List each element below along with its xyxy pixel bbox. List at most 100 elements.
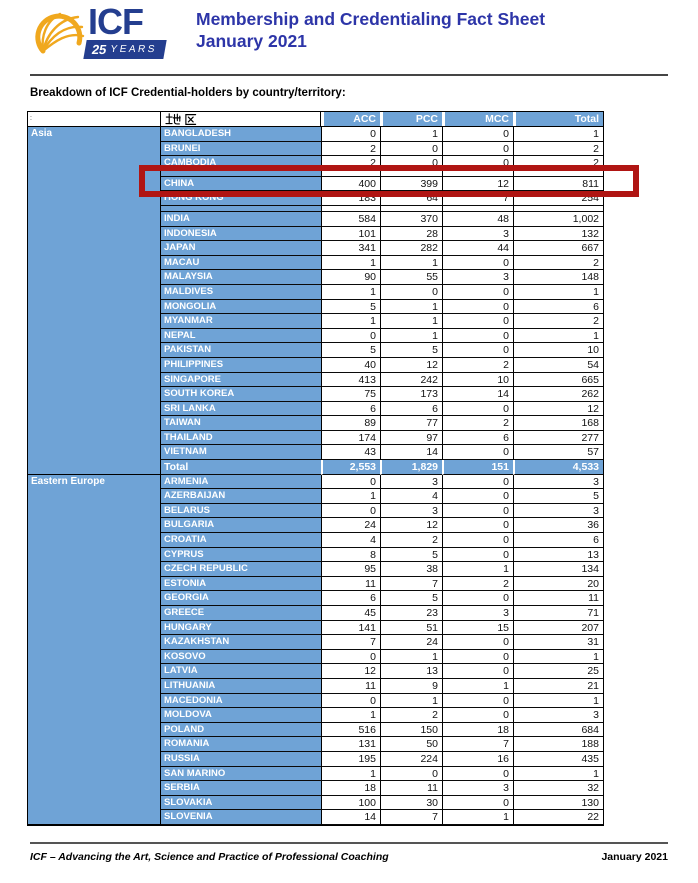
footer-date: January 2021 (601, 851, 668, 863)
region-cell (28, 372, 161, 388)
country-cell: CYPRUS (161, 547, 321, 563)
mcc-cell: 3 (442, 781, 513, 796)
mcc-cell: 0 (442, 401, 513, 417)
table-body: Asia BANGLADESH 0 1 0 1 BRUNEI 2 0 0 2 CAMBODIA 2 0 0 2… (28, 127, 603, 825)
total-cell: 1 (513, 766, 603, 782)
table-row: MACAU 1 1 0 2 (28, 255, 603, 271)
mcc-cell: 0 (442, 708, 513, 723)
total-cell: 10 (513, 343, 603, 358)
acc-cell: 584 (321, 211, 380, 227)
page-title: Membership and Credentialing Fact Sheet … (196, 8, 545, 52)
pcc-cell: 2 (380, 533, 442, 548)
region-cell (28, 591, 161, 606)
region-cell (28, 708, 161, 723)
acc-cell: 40 (321, 357, 380, 373)
region-cell (28, 156, 161, 171)
acc-cell (321, 205, 380, 212)
mcc-cell: 16 (442, 751, 513, 767)
country-cell: LITHUANIA (161, 678, 321, 694)
country-cell: THAILAND (161, 430, 321, 446)
total-cell: 254 (513, 191, 603, 206)
mcc-cell: 44 (442, 241, 513, 256)
mcc-cell: 15 (442, 620, 513, 636)
table-row: KAZAKHSTAN 7 24 0 31 (28, 635, 603, 650)
country-cell: MOLDOVA (161, 708, 321, 723)
pcc-cell: 0 (380, 766, 442, 782)
mcc-cell: 0 (442, 314, 513, 329)
country-cell (161, 205, 321, 212)
pcc-cell: 64 (380, 191, 442, 206)
total-cell: 31 (513, 635, 603, 650)
pcc-cell: 399 (380, 176, 442, 192)
acc-cell: 341 (321, 241, 380, 256)
country-cell: SERBIA (161, 781, 321, 796)
pcc-cell: 7 (380, 576, 442, 592)
pcc-cell: 7 (380, 810, 442, 825)
table-row: CROATIA 4 2 0 6 (28, 533, 603, 548)
acc-cell: 6 (321, 401, 380, 417)
total-cell: 13 (513, 547, 603, 563)
country-cell: CHINA (161, 176, 321, 192)
country-cell: KAZAKHSTAN (161, 635, 321, 650)
country-cell: ARMENIA (161, 474, 321, 490)
total-cell: 2 (513, 314, 603, 329)
mcc-cell: 0 (442, 255, 513, 271)
acc-cell: 0 (321, 474, 380, 490)
mcc-cell: 0 (442, 141, 513, 157)
acc-cell: 2 (321, 156, 380, 171)
country-cell: PHILIPPINES (161, 357, 321, 373)
mcc-cell: 3 (442, 226, 513, 242)
mcc-cell: 2 (442, 416, 513, 431)
table-row: CAMBODIA 2 0 0 2 (28, 156, 603, 171)
acc-cell: 183 (321, 191, 380, 206)
section-heading: Breakdown of ICF Credential-holders by c… (30, 87, 346, 99)
corner-cell: : (28, 112, 161, 126)
acc-cell: 100 (321, 795, 380, 811)
country-cell: MALAYSIA (161, 270, 321, 285)
acc-cell: 413 (321, 372, 380, 388)
table-row: MONGOLIA 5 1 0 6 (28, 299, 603, 315)
region-cell (28, 576, 161, 592)
region-cell (28, 270, 161, 285)
country-cell: CROATIA (161, 533, 321, 548)
column-header-mcc: MCC (442, 112, 513, 126)
country-cell: NEPAL (161, 328, 321, 344)
mcc-cell: 0 (442, 474, 513, 490)
total-cell: 32 (513, 781, 603, 796)
region-cell (28, 328, 161, 344)
mcc-cell: 0 (442, 693, 513, 709)
mcc-cell: 12 (442, 176, 513, 192)
acc-cell: 6 (321, 591, 380, 606)
spacer-row (28, 205, 603, 212)
table-row: CHINA 400 399 12 811 (28, 176, 603, 192)
mcc-cell: 0 (442, 766, 513, 782)
pcc-cell: 0 (380, 141, 442, 157)
region-cell (28, 416, 161, 431)
region-cell: Eastern Europe (28, 474, 161, 490)
pcc-cell: 5 (380, 343, 442, 358)
region-cell (28, 401, 161, 417)
table-row: Total 2,553 1,829 151 4,533 (28, 460, 603, 475)
country-cell: INDIA (161, 211, 321, 227)
total-cell: 1 (513, 284, 603, 300)
pcc-cell: 30 (380, 795, 442, 811)
region-cell (28, 445, 161, 461)
pcc-cell: 1,829 (380, 460, 442, 475)
table-row: SLOVAKIA 100 30 0 130 (28, 795, 603, 811)
pcc-cell: 150 (380, 722, 442, 738)
region-cell (28, 518, 161, 534)
acc-cell: 2,553 (321, 460, 380, 475)
total-cell: 2 (513, 141, 603, 157)
country-cell (161, 170, 321, 177)
total-cell: 1 (513, 693, 603, 709)
region-cell (28, 170, 161, 177)
mcc-cell: 0 (442, 343, 513, 358)
footer-divider (30, 842, 668, 844)
logo-brand-text: ICF (88, 1, 144, 42)
region-cell (28, 387, 161, 402)
country-cell: HONG KONG (161, 191, 321, 206)
total-cell (513, 170, 603, 177)
total-cell: 22 (513, 810, 603, 825)
table-row: SLOVENIA 14 7 1 22 (28, 810, 603, 825)
acc-cell: 0 (321, 693, 380, 709)
